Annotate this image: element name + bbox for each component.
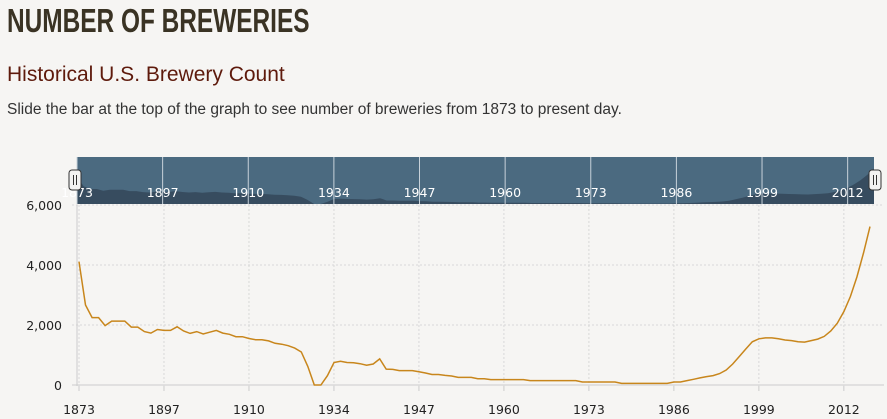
navigator-tick-label: 1910 xyxy=(232,185,264,200)
y-tick-label: 6,000 xyxy=(26,198,62,213)
chart-subtitle: Historical U.S. Brewery Count xyxy=(7,63,285,86)
navigator-handle-left[interactable] xyxy=(68,169,82,191)
handle-grip[interactable] xyxy=(868,169,882,191)
navigator-tick-label: 1986 xyxy=(660,185,692,200)
handle-grip[interactable] xyxy=(68,169,82,191)
y-tick-label: 0 xyxy=(54,378,62,393)
navigator-tick-label: 1947 xyxy=(404,185,436,200)
navigator-tick-label: 1973 xyxy=(575,185,607,200)
navigator-tick-label: 1897 xyxy=(147,185,179,200)
navigator[interactable]: 1873 1897 1910 1934 1947 1960 1973 1986 1999 2012 xyxy=(61,157,874,204)
navigator-tick-label: 1960 xyxy=(489,185,521,200)
x-tick-label: 1934 xyxy=(318,402,350,417)
x-tick-label: 1910 xyxy=(233,402,265,417)
x-tick-label: 1973 xyxy=(573,402,605,417)
x-tick-label: 1986 xyxy=(658,402,690,417)
x-tick-label: 1960 xyxy=(488,402,520,417)
navigator-tick-label: 1999 xyxy=(746,185,778,200)
x-tick-label: 1947 xyxy=(403,402,435,417)
navigator-tick-label: 2012 xyxy=(832,185,864,200)
y-tick-label: 2,000 xyxy=(26,318,62,333)
series-line-breweries xyxy=(78,226,871,386)
x-tick-label: 1999 xyxy=(743,402,775,417)
y-tick-label: 4,000 xyxy=(26,258,62,273)
navigator-handle-right[interactable] xyxy=(868,169,882,191)
x-tick-label: 2012 xyxy=(828,402,860,417)
navigator-tick-label: 1934 xyxy=(318,185,350,200)
x-tick-label: 1897 xyxy=(148,402,180,417)
chart-description: Slide the bar at the top of the graph to… xyxy=(7,101,622,118)
page-title: NUMBER OF BREWERIES xyxy=(7,2,310,39)
x-tick-label: 1873 xyxy=(63,402,95,417)
navigator-area xyxy=(77,168,874,204)
